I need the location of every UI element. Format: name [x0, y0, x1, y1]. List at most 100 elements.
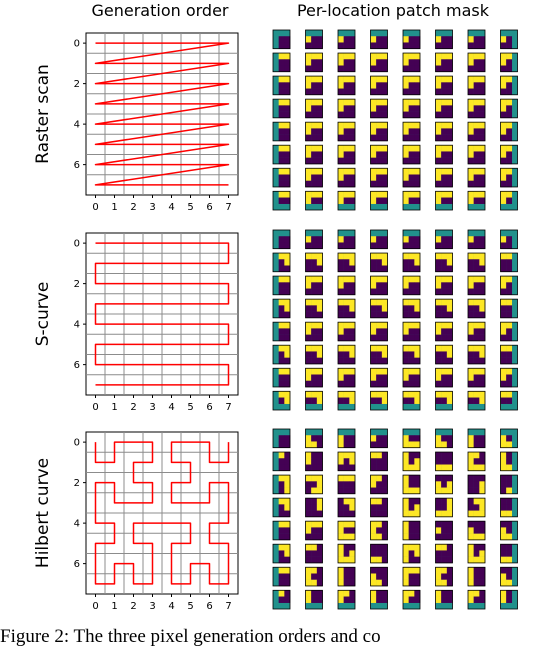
mask-cell: [284, 145, 291, 152]
mask-cell: [441, 299, 448, 306]
mask-cell: [403, 151, 409, 158]
mask-cell: [506, 504, 513, 511]
patch-mask: [402, 275, 421, 296]
mask-cell: [370, 168, 377, 175]
mask-cell: [435, 65, 442, 72]
mask-cell: [403, 374, 409, 381]
mask-frame: [370, 428, 388, 449]
mask-cell: [441, 174, 448, 181]
mask-cell: [305, 151, 312, 158]
mask-cell: [441, 475, 448, 482]
mask-cell: [311, 374, 318, 381]
mask-cell: [506, 134, 513, 142]
mask-cell: [338, 299, 344, 306]
mask-cell: [311, 573, 318, 580]
mask-cell: [278, 441, 285, 448]
mask-cell: [446, 42, 453, 49]
mask-frame: [370, 75, 388, 96]
mask-cell: [370, 276, 377, 283]
patch-mask: [435, 428, 453, 449]
mask-cell: [414, 151, 421, 158]
mask-cell: [479, 253, 486, 260]
mask-cell: [468, 242, 474, 249]
mask-cell: [278, 527, 285, 534]
mask-cell: [468, 180, 474, 188]
mask-cell: [376, 573, 383, 580]
mask-cell: [349, 168, 356, 175]
mask-cell: [316, 276, 323, 283]
mask-cell: [376, 42, 383, 49]
mask-cell: [311, 282, 318, 289]
mask-cell: [349, 498, 356, 505]
mask-cell: [311, 368, 318, 375]
mask-cell: [500, 311, 507, 319]
mask-cell: [408, 99, 415, 106]
mask-cell: [311, 88, 318, 95]
mask-cell: [408, 111, 415, 119]
mask-cell: [349, 374, 356, 381]
mask-cell: [479, 36, 486, 43]
mask-cell: [441, 435, 448, 442]
mask-cell: [500, 510, 507, 518]
mask-cell: [408, 397, 415, 404]
patch-mask: [305, 390, 323, 411]
mask-cell: [305, 88, 312, 95]
mask-cell: [446, 328, 453, 335]
mask-cell: [349, 59, 356, 66]
mask-cell: [500, 305, 507, 312]
mask-cell: [468, 42, 474, 49]
mask-cell: [381, 579, 388, 587]
mask-cell: [403, 99, 409, 106]
mask-cell: [370, 151, 377, 158]
patch-mask: [305, 190, 323, 211]
mask-cell: [468, 533, 474, 541]
mask-cell: [311, 328, 318, 335]
mask-cell: [349, 351, 356, 358]
mask-cell: [446, 111, 453, 119]
mask-cell: [403, 596, 409, 603]
mask-cell: [278, 357, 285, 365]
mask-frame: [272, 321, 291, 342]
mask-cell: [473, 374, 480, 381]
mask-cell: [381, 122, 388, 129]
mask-cell: [278, 36, 285, 43]
mask-cell: [305, 53, 312, 60]
mask-cell: [305, 134, 312, 142]
mask-cell: [284, 36, 291, 43]
mask-cell: [468, 391, 474, 398]
mask-cell: [305, 481, 312, 488]
mask-cell: [446, 99, 453, 106]
mask-cell: [284, 122, 291, 129]
mask-cell: [506, 311, 513, 319]
mask-cell: [479, 305, 486, 312]
mask-cell: [479, 236, 486, 243]
patch-mask: [370, 344, 388, 365]
mask-frame: [435, 75, 453, 96]
mask-cell: [441, 305, 448, 312]
mask-cell: [381, 550, 388, 557]
patch-mask: [337, 29, 356, 50]
mask-frame: [467, 497, 486, 518]
mask-cell: [506, 590, 513, 597]
mask-cell: [441, 441, 448, 448]
patch-mask: [305, 497, 323, 518]
mask-cell: [479, 458, 486, 465]
mask-cell: [343, 134, 350, 142]
mask-frame: [370, 451, 388, 472]
mask-cell: [435, 345, 442, 352]
mask-cell: [311, 452, 318, 459]
mask-cell: [311, 481, 318, 488]
mask-cell: [376, 259, 383, 266]
mask-cell: [305, 334, 312, 342]
mask-cell: [435, 88, 442, 95]
mask-cell: [500, 151, 507, 158]
mask-frame: [370, 344, 388, 365]
patch-mask: [500, 229, 518, 250]
mask-cell: [305, 105, 312, 112]
mask-cell: [441, 122, 448, 129]
mask-frame: [500, 144, 518, 165]
mask-cell: [343, 397, 350, 404]
mask-frame: [500, 29, 518, 50]
mask-cell: [473, 452, 480, 459]
mask-frame: [305, 298, 323, 319]
